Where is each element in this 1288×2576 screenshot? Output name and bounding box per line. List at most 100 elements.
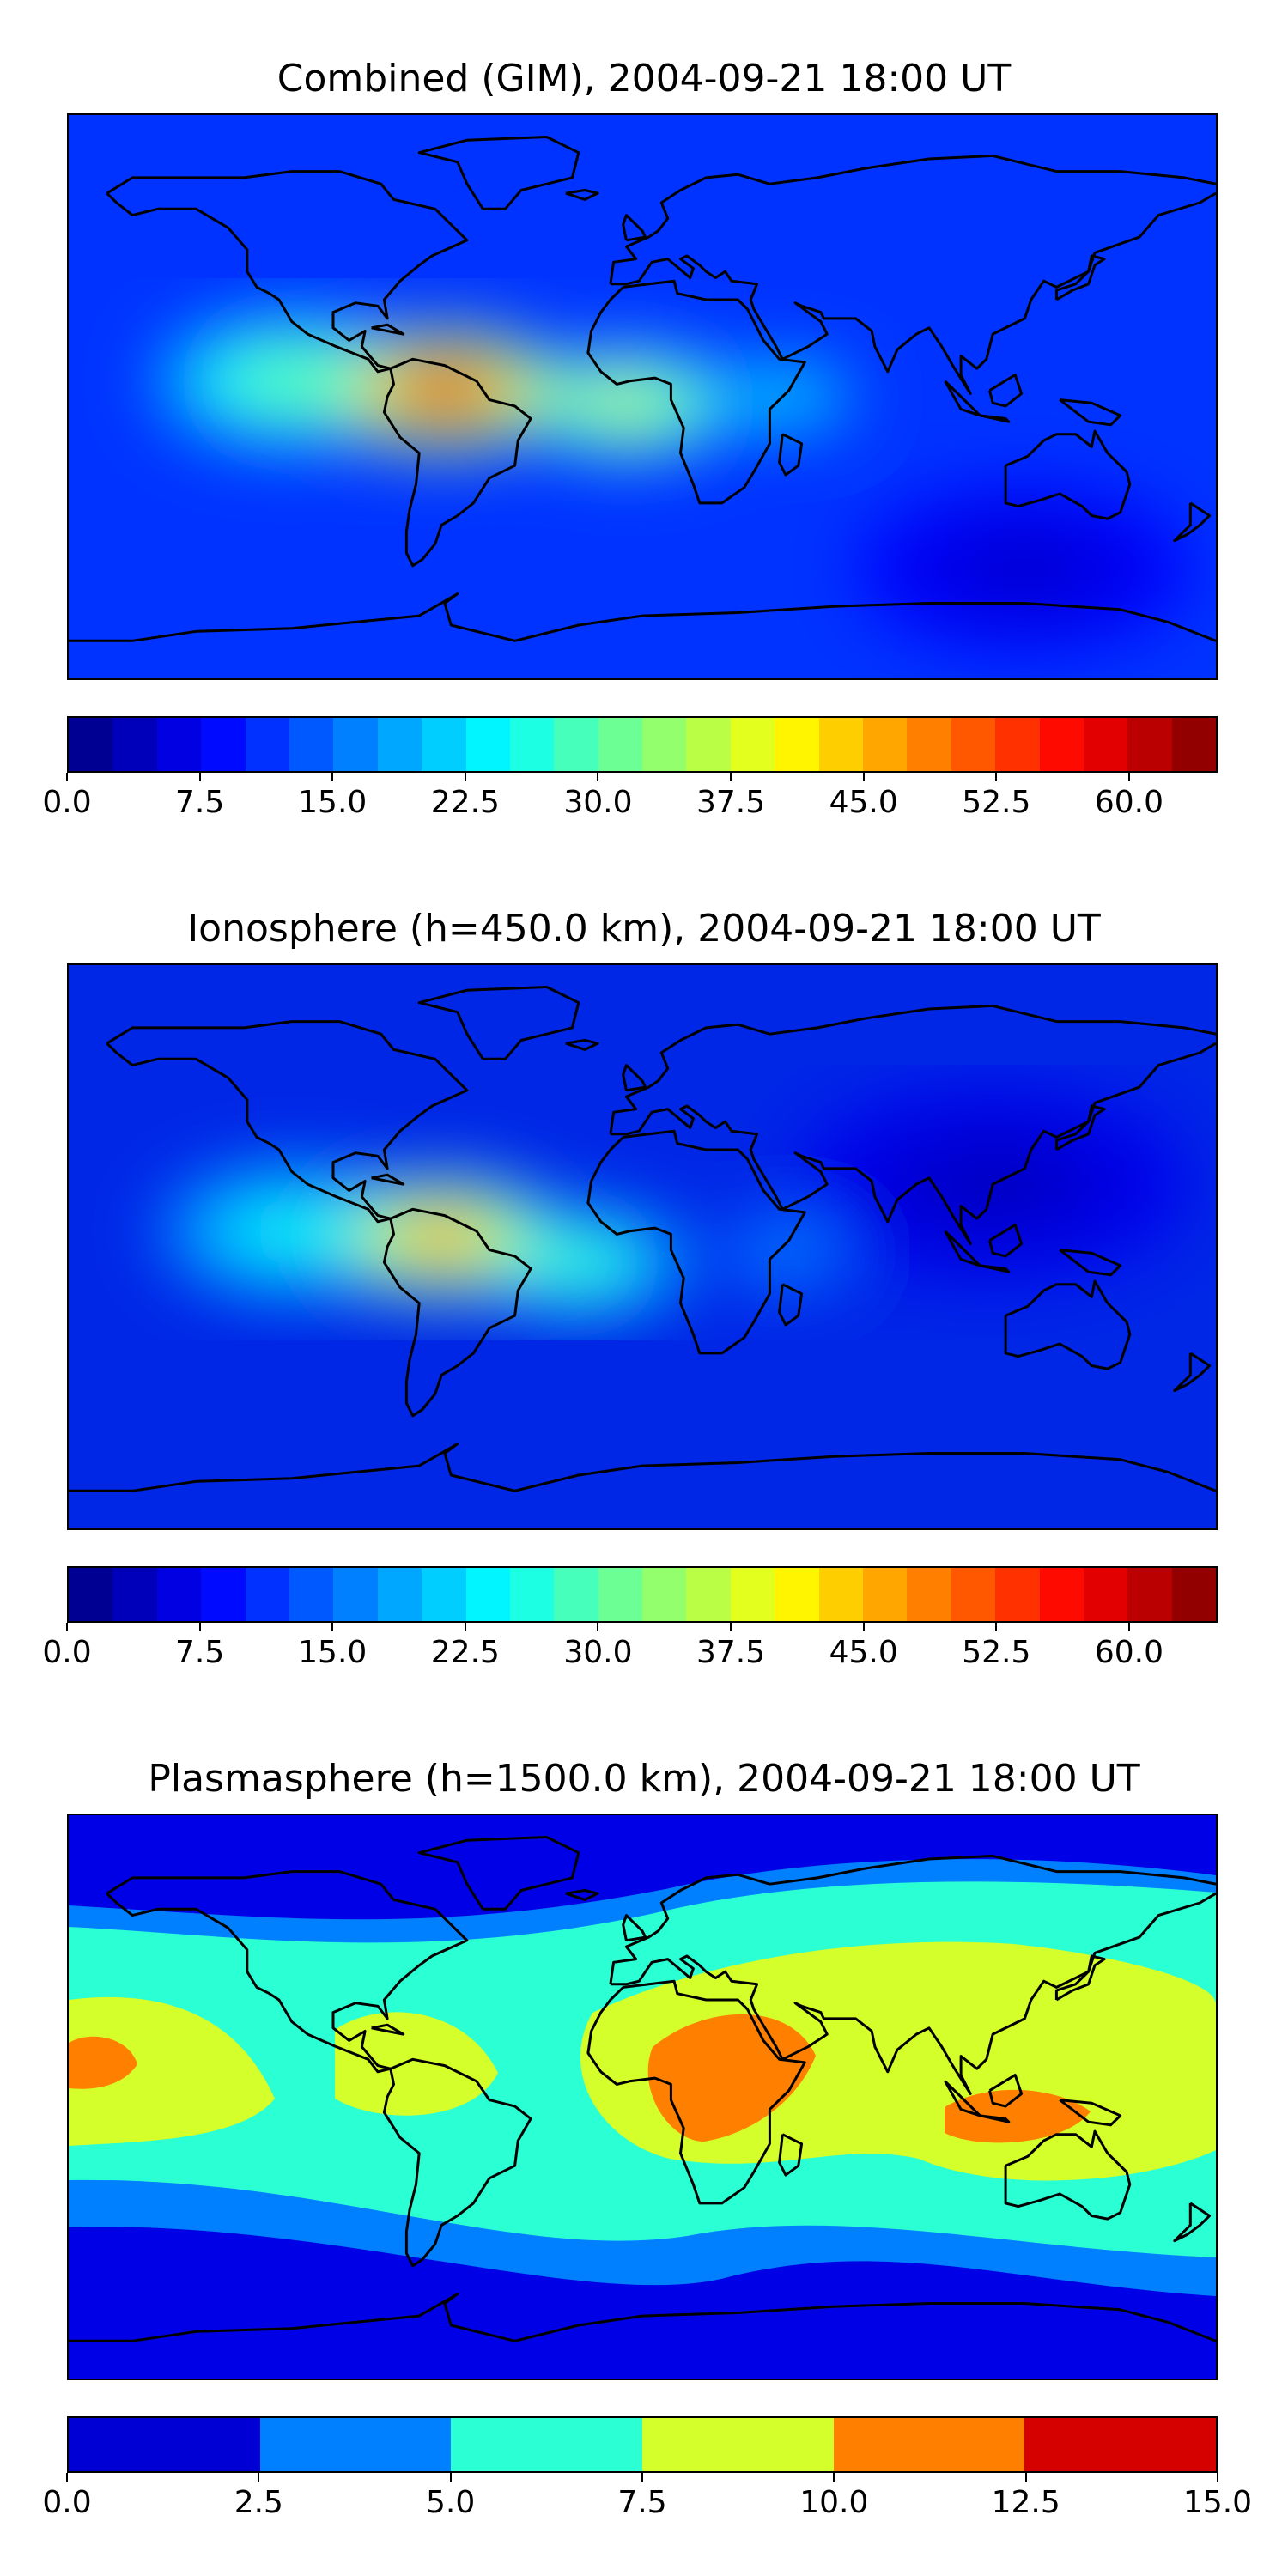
panel1-coastline [1173, 501, 1212, 543]
panel1-colorbar-level [863, 718, 908, 771]
panel2-colorbar-level [1039, 1568, 1084, 1621]
panel3-contour-band [69, 1996, 275, 2146]
panel1-coastline [1054, 254, 1106, 301]
panel2-coastlines [69, 986, 1216, 1492]
panel3-colorbar [67, 2416, 1218, 2473]
panel1-colorbar-level [775, 718, 819, 771]
panel2-colorbar-tick-label: 45.0 [829, 1635, 898, 1670]
panel1-colorbar-level [730, 718, 775, 771]
panel1-colorbar-level [377, 718, 422, 771]
panel1-coastline [1059, 398, 1122, 427]
panel3-coastline [106, 1870, 469, 2074]
panel3-contour-band [647, 2014, 816, 2142]
panel3-colorbar-tick [1024, 2473, 1027, 2482]
panel1-colorbar-level [995, 718, 1040, 771]
panel3-contour-band [69, 2036, 137, 2089]
panel2-coastline [417, 986, 580, 1060]
panel2-colorbar-tick [597, 1623, 599, 1631]
panel3-coastline [417, 1836, 580, 1911]
panel1-colorbar-tick-label: 52.5 [962, 785, 1031, 820]
panel2-map [67, 963, 1218, 1530]
panel3-colorbar-level [1024, 2418, 1217, 2471]
panel1-colorbar-tick-label: 45.0 [829, 785, 898, 820]
panel2-title: Ionosphere (h=450.0 km), 2004-09-21 18:0… [187, 907, 1101, 951]
panel3-contour-band [945, 2089, 1091, 2143]
panel3-colorbar-tick-label: 12.5 [991, 2485, 1060, 2520]
panel2-colorbar-tick [730, 1623, 732, 1631]
panel3-colorbar-tick-label: 7.5 [617, 2485, 667, 2520]
panel1-colorbar-tick [198, 773, 201, 781]
panel1-coastline [417, 136, 580, 210]
panel2-colorbar-level [1127, 1568, 1172, 1621]
panel1-field-feature [766, 386, 805, 407]
panel2-field-feature [410, 1222, 472, 1253]
panel3-coastline [980, 2114, 1011, 2123]
panel1-field-feature [257, 363, 327, 398]
panel2-colorbar-level [509, 1568, 555, 1621]
panel1-heatmap [69, 115, 1216, 678]
panel2-coastline [69, 1443, 1216, 1492]
panel2-coastline [778, 1283, 804, 1327]
panel1-colorbar-level [112, 718, 157, 771]
panel3-colorbar-tick-label: 2.5 [234, 2485, 283, 2520]
panel3-coastline [1173, 2202, 1212, 2243]
panel2-coastline [980, 1264, 1011, 1273]
panel3-coastline [382, 2057, 532, 2268]
panel3-coastline [565, 1889, 599, 1901]
panel1-colorbar-tick [1127, 773, 1130, 781]
panel1-field-feature [982, 548, 1067, 590]
panel3-coastline [1004, 2129, 1132, 2221]
panel1-colorbar-level [1039, 718, 1084, 771]
panel1-coastline [1004, 429, 1132, 520]
panel1-colorbar-tick-label: 0.0 [42, 785, 92, 820]
panel3-coastline [609, 1854, 1216, 1985]
panel2-colorbar-tick-label: 0.0 [42, 1635, 92, 1670]
panel1-coastline [69, 592, 1216, 642]
panel2-colorbar-tick [464, 1623, 466, 1631]
panel1-field-feature [592, 381, 616, 393]
panel1-map [67, 113, 1218, 680]
panel3-title: Plasmasphere (h=1500.0 km), 2004-09-21 1… [148, 1757, 1140, 1801]
panel2-colorbar-tick-label: 7.5 [174, 1635, 225, 1670]
panel1-colorbar-level [509, 718, 555, 771]
panel1-colorbar-tick [331, 773, 334, 781]
panel2-colorbar-level [818, 1568, 864, 1621]
panel1-colorbar-level [289, 718, 334, 771]
panel3-colorbar-level [69, 2418, 260, 2471]
panel1-coastline [106, 170, 469, 374]
panel1-coastline [371, 323, 405, 336]
panel2-coastline [1059, 1249, 1122, 1277]
panel2-colorbar-level [201, 1568, 246, 1621]
panel2-colorbar-tick [995, 1623, 998, 1631]
panel1-colorbar-tick-label: 37.5 [696, 785, 766, 820]
panel1-colorbar-tick-label: 22.5 [430, 785, 500, 820]
panel2-coastline [382, 1207, 532, 1418]
panel1-colorbar-level [818, 718, 864, 771]
panel3-colorbar-tick [641, 2473, 643, 2482]
panel3-coastline [988, 2074, 1024, 2108]
panel2-coastline [1173, 1352, 1212, 1393]
panel3-colorbar-level [642, 2418, 834, 2471]
panel1-coastline [622, 214, 647, 242]
panel3-coastline [778, 2133, 804, 2177]
panel1-coastline [586, 279, 806, 505]
panel2-colorbar-level [642, 1568, 687, 1621]
panel2-colorbar-level [465, 1568, 510, 1621]
panel1-coastline [565, 189, 599, 201]
panel1-colorbar-tick [862, 773, 865, 781]
panel1-colorbar-tick [66, 773, 68, 781]
panel2-colorbar-tick-label: 22.5 [430, 1635, 500, 1670]
panel2-colorbar-level [995, 1568, 1040, 1621]
panel2-colorbar-level [1171, 1568, 1217, 1621]
panel2-field-feature [257, 1213, 327, 1249]
panel2-field-feature [766, 1243, 805, 1263]
panel2-colorbar-level [951, 1568, 996, 1621]
panel2-colorbar-level [422, 1568, 466, 1621]
panel1-colorbar-level [642, 718, 687, 771]
panel3-coastline [69, 2293, 1216, 2342]
panel2-colorbar-tick [198, 1623, 201, 1631]
panel1-colorbar-level [201, 718, 246, 771]
panel1-coastlines [69, 136, 1216, 642]
panel1-colorbar-level [1127, 718, 1172, 771]
panel2-colorbar-tick-label: 37.5 [696, 1635, 766, 1670]
